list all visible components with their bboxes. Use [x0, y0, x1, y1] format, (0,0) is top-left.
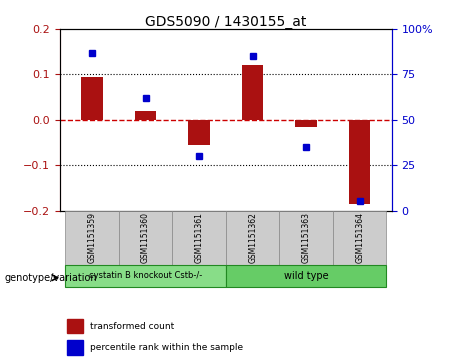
Bar — [81, 77, 103, 120]
Bar — [189, 120, 210, 145]
Text: GSM1151360: GSM1151360 — [141, 212, 150, 263]
Text: cystatin B knockout Cstb-/-: cystatin B knockout Cstb-/- — [89, 272, 202, 280]
Text: GDS5090 / 1430155_at: GDS5090 / 1430155_at — [145, 15, 307, 29]
Bar — [66, 319, 83, 333]
FancyBboxPatch shape — [65, 265, 226, 287]
Text: GSM1151362: GSM1151362 — [248, 212, 257, 263]
FancyBboxPatch shape — [65, 211, 119, 265]
Text: wild type: wild type — [284, 271, 329, 281]
Text: transformed count: transformed count — [90, 322, 174, 331]
Bar — [66, 340, 83, 355]
FancyBboxPatch shape — [333, 211, 386, 265]
Bar — [349, 120, 371, 204]
Text: GSM1151359: GSM1151359 — [88, 212, 96, 263]
Text: GSM1151363: GSM1151363 — [301, 212, 311, 263]
Text: percentile rank within the sample: percentile rank within the sample — [90, 343, 243, 352]
Bar — [242, 65, 263, 120]
Bar — [135, 111, 156, 120]
Text: GSM1151364: GSM1151364 — [355, 212, 364, 263]
Bar — [296, 120, 317, 127]
Text: genotype/variation: genotype/variation — [5, 273, 97, 283]
FancyBboxPatch shape — [172, 211, 226, 265]
FancyBboxPatch shape — [279, 211, 333, 265]
Text: GSM1151361: GSM1151361 — [195, 212, 204, 263]
FancyBboxPatch shape — [226, 211, 279, 265]
FancyBboxPatch shape — [119, 211, 172, 265]
FancyBboxPatch shape — [226, 265, 386, 287]
